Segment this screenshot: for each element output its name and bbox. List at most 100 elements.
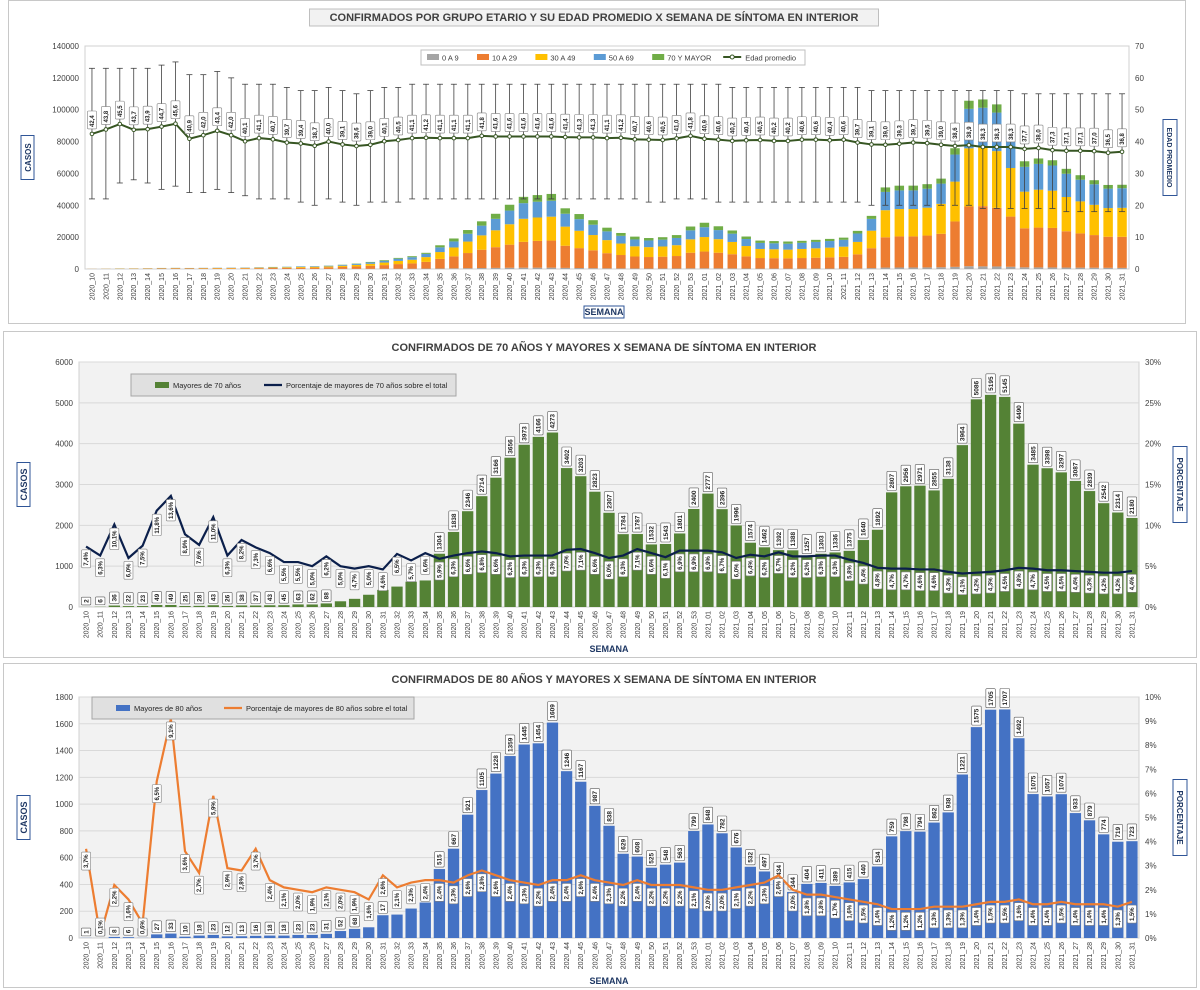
pct-label: 5,9%	[208, 798, 219, 818]
bar	[984, 709, 997, 938]
error-bar	[965, 90, 972, 206]
bar-value-label: 879	[1084, 802, 1095, 819]
bar-70-y-mayor	[504, 204, 515, 211]
x-tick-label: 2020_27	[324, 611, 331, 638]
bar	[589, 491, 601, 607]
x-tick-label: 2020_26	[310, 942, 317, 969]
legend-label: Mayores de 80 años	[134, 704, 202, 713]
bar-10-a-29	[630, 256, 640, 269]
bar-value-label: 933	[1070, 795, 1081, 812]
line-point	[145, 126, 150, 132]
svg-text:838: 838	[606, 811, 613, 822]
line-point	[646, 137, 652, 142]
bar	[1041, 468, 1053, 607]
age-label: 40,2	[783, 117, 793, 137]
bar-value-label: 548	[660, 847, 671, 863]
svg-text:3138: 3138	[945, 460, 952, 475]
age-label: 38,0	[1033, 124, 1044, 144]
pct-label: 8,2%	[236, 543, 247, 562]
bar-50-a-69	[296, 266, 306, 268]
error-bar	[938, 90, 945, 206]
age-label: 37,1	[1061, 127, 1072, 147]
bar-30-a-49	[824, 247, 835, 258]
svg-text:2,4%: 2,4%	[438, 885, 444, 899]
pct-label: 7,3%	[250, 550, 261, 569]
bar-10-a-29	[1061, 231, 1072, 268]
x-tick-label: 2021_18	[946, 611, 953, 638]
bar-10-a-29	[532, 240, 543, 268]
svg-text:41,6: 41,6	[522, 117, 528, 129]
bar-value-label: 1996	[731, 504, 742, 524]
pct-label: 6,3%	[533, 558, 544, 578]
bar-70-y-mayor	[407, 256, 417, 258]
x-tick-label: 2021_05	[762, 942, 769, 969]
bar-value-label: 1575	[971, 705, 982, 726]
bar-value-label: 23	[307, 921, 318, 934]
bar-70-y-mayor	[699, 222, 710, 228]
age-label: 41,1	[449, 114, 459, 134]
bar-70-y-mayor	[518, 196, 529, 204]
svg-text:3,7%: 3,7%	[84, 854, 90, 868]
line-point	[103, 127, 109, 132]
x-tick-label: 2021_19	[960, 942, 967, 969]
svg-text:33: 33	[168, 922, 175, 930]
pct-label: 6,2%	[321, 559, 332, 578]
bar-50-a-69	[588, 224, 598, 236]
bar-30-a-49	[1117, 207, 1127, 237]
svg-text:EDAD PROMEDIO: EDAD PROMEDIO	[1165, 128, 1172, 188]
x-tick-label: 2020_25	[296, 942, 303, 969]
svg-text:6,0%: 6,0%	[734, 563, 740, 577]
svg-text:6,2%: 6,2%	[805, 561, 811, 575]
bar-value-label: 1543	[660, 522, 671, 543]
pct-label: 6,6%	[590, 556, 600, 575]
svg-text:404: 404	[804, 869, 811, 880]
x-tick-label: 2020_31	[380, 942, 387, 969]
pct-label: 1,4%	[971, 907, 982, 926]
line-point	[159, 124, 164, 129]
age-label: 40,6	[810, 116, 821, 135]
bar-value-label: 1801	[674, 512, 685, 532]
age-label: 43,8	[101, 106, 111, 125]
x-tick-label: 2020_41	[521, 273, 528, 300]
age-label: 38,3	[991, 123, 1002, 143]
pct-label: 7,4%	[81, 549, 91, 569]
error-bar	[464, 83, 471, 200]
svg-text:38,6: 38,6	[953, 127, 959, 139]
svg-text:2307: 2307	[606, 494, 613, 509]
x-tick-label: 2020_36	[451, 942, 458, 969]
bar-value-label: 38	[236, 591, 247, 604]
y-tick-label: 400	[60, 880, 74, 889]
pct-label: 1,5%	[1056, 904, 1067, 924]
x-tick-label: 2020_40	[508, 611, 515, 638]
pct-label: 4,5%	[999, 573, 1010, 592]
chart-panel-70-plus: 0 1000 2000 3000 4000 5000 6000 0% 5% 10% 15% 20% 25…	[3, 331, 1197, 658]
bar	[787, 891, 799, 938]
x-tick-label: 2021_02	[720, 611, 727, 638]
svg-text:43,7: 43,7	[132, 110, 138, 122]
x-tick-label: 2020_38	[479, 611, 486, 638]
svg-text:3973: 3973	[521, 426, 528, 441]
svg-text:16: 16	[253, 924, 260, 932]
bar	[603, 512, 615, 607]
svg-text:2,6%: 2,6%	[494, 880, 500, 894]
pct-label: 2,2%	[533, 887, 544, 907]
line-point	[674, 136, 679, 141]
svg-text:411: 411	[818, 868, 825, 879]
svg-text:1,2%: 1,2%	[918, 914, 924, 928]
bar-50-a-69	[811, 241, 821, 249]
pct-label: 3,6%	[180, 854, 190, 873]
svg-text:40,7: 40,7	[633, 120, 639, 132]
bar-50-a-69	[657, 239, 668, 247]
pct-label: 1,2%	[886, 912, 897, 931]
line-point	[423, 135, 429, 141]
y-axis-title: CASOS	[16, 795, 31, 840]
age-label: 41,1	[435, 114, 445, 134]
bar-70-y-mayor	[421, 252, 431, 254]
y-tick-label: 60000	[57, 169, 80, 178]
bar-70-y-mayor	[463, 230, 473, 234]
x-tick-label: 2021_02	[716, 273, 723, 300]
bar-value-label: 1074	[1056, 772, 1067, 793]
bar	[688, 831, 700, 938]
x-tick-label: 2021_06	[772, 273, 779, 300]
bar	[560, 468, 573, 607]
